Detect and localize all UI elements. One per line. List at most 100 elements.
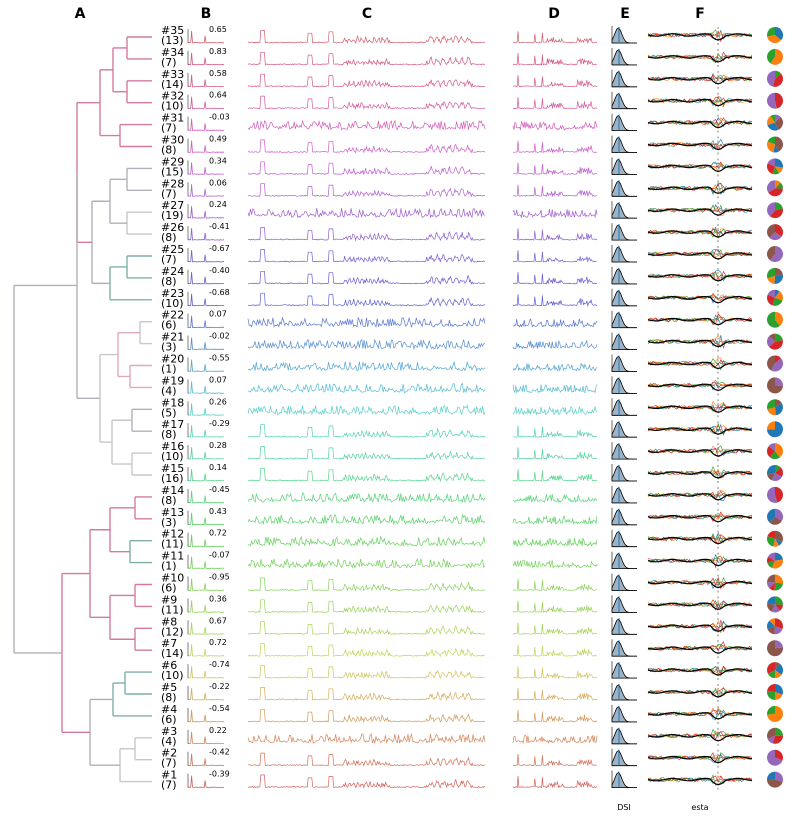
panel-d-trace: [512, 644, 598, 657]
cluster-count: (12): [161, 625, 184, 638]
dsi-distribution: [611, 290, 637, 307]
cell-type-pie-slice: [774, 692, 783, 701]
panel-c-trace: [247, 752, 486, 767]
cell-type-pie-slice: [767, 421, 783, 438]
correlation-value: 0.49: [209, 135, 227, 144]
cell-type-pie-slice: [773, 538, 779, 547]
cluster-count: (16): [161, 472, 184, 485]
cluster-row: #22(6) 0.07: [161, 309, 784, 332]
dsi-distribution: [611, 224, 637, 241]
panel-d-trace: [512, 666, 598, 680]
correlation-value: 0.72: [209, 529, 227, 538]
panel-c-trace: [247, 270, 486, 286]
dsi-distribution: [611, 596, 637, 613]
esta-mean-trace: [647, 230, 753, 238]
panel-b-trace: [187, 403, 225, 416]
cluster-row: #32(10) 0.64: [161, 90, 783, 113]
cluster-row: #10(6) -0.95: [161, 572, 783, 595]
cell-type-pie-slice: [771, 604, 780, 613]
cluster-count: (19): [161, 209, 184, 222]
cell-type-pie-slice: [769, 582, 775, 591]
panel-d-trace: [512, 405, 598, 416]
cell-type-pie-slice: [772, 735, 783, 744]
esta-trace: [647, 96, 753, 104]
cluster-count: (3): [161, 516, 177, 529]
correlation-value: 0.58: [209, 69, 227, 78]
panel-b-trace: [187, 271, 225, 285]
cell-type-pie-slice: [767, 399, 775, 410]
panel-b-title: B: [201, 6, 212, 22]
dsi-distribution: [611, 377, 637, 394]
esta-mean-trace: [647, 536, 753, 545]
panel-c-trace: [247, 643, 486, 658]
cluster-count: (6): [161, 582, 177, 595]
cluster-id: #3: [161, 725, 177, 738]
panel-b-trace: [187, 447, 225, 460]
cell-type-pie-slice: [769, 451, 780, 460]
panel-b-trace: [187, 490, 225, 504]
cell-type-pie-slice: [767, 596, 775, 605]
cell-type-pie-slice: [767, 377, 783, 394]
esta-mean-trace: [647, 339, 753, 348]
esta-trace: [647, 32, 753, 38]
cell-type-pie-slice: [766, 92, 777, 109]
cell-type-pie-slice: [775, 377, 784, 387]
cell-type-pie-slice: [775, 224, 783, 237]
panel-d-trace: [512, 537, 598, 547]
cell-type-pie-slice: [775, 465, 781, 473]
cluster-row: #19(4) 0.07: [161, 374, 784, 398]
correlation-value: -0.55: [209, 354, 230, 363]
correlation-value: -0.02: [209, 332, 230, 341]
panel-d-trace: [512, 184, 598, 198]
panel-d-trace: [512, 578, 598, 592]
correlation-value: 0.24: [209, 200, 227, 209]
panel-b-trace: [187, 709, 225, 723]
cell-type-pie-slice: [775, 508, 784, 521]
cluster-count: (14): [161, 647, 184, 660]
cell-type-pie-slice: [766, 294, 775, 306]
cell-type-pie-slice: [766, 536, 775, 547]
cell-type-pie-slice: [775, 771, 783, 782]
correlation-value: -0.74: [209, 660, 230, 669]
esta-mean-trace: [647, 427, 753, 435]
panel-d-trace: [512, 250, 598, 263]
cell-type-pie-slice: [767, 473, 775, 481]
panel-d-trace: [512, 753, 598, 767]
cluster-count: (5): [161, 406, 177, 419]
panel-c-trace: [247, 446, 486, 461]
cluster-id: #31: [161, 112, 184, 125]
dsi-distribution: [611, 27, 637, 44]
correlation-value: -0.42: [209, 748, 230, 757]
panel-d-trace: [512, 31, 598, 45]
panel-e-title: E: [620, 6, 630, 22]
panel-d-trace: [512, 469, 598, 482]
cluster-id: #30: [161, 134, 184, 147]
cluster-row: #9(11) 0.36: [161, 593, 783, 617]
cluster-row: #21(3) -0.02: [161, 331, 784, 354]
panel-d-trace: [512, 600, 598, 614]
dsi-distribution: [611, 421, 637, 438]
dsi-distribution: [611, 487, 637, 504]
correlation-value: -0.39: [209, 770, 230, 779]
panel-c-trace: [247, 774, 486, 789]
cell-type-pie-slice: [775, 289, 780, 298]
panel-b-trace: [187, 644, 225, 657]
panel-c-title: C: [362, 6, 372, 22]
correlation-value: 0.34: [209, 156, 227, 165]
cell-type-pie-slice: [767, 465, 775, 475]
panel-d-trace: [512, 75, 598, 88]
panel-d-trace: [512, 515, 598, 525]
panel-d-trace: [512, 425, 598, 438]
cell-type-pie-slice: [775, 749, 784, 761]
panel-c-trace: [247, 119, 486, 131]
cluster-row: #5(8) -0.22: [161, 681, 783, 704]
panel-b-trace: [187, 468, 225, 482]
esta-mean-trace: [647, 55, 753, 63]
cluster-id: #9: [161, 593, 177, 606]
cluster-row: #27(19) 0.24: [161, 199, 783, 223]
cell-type-pie-slice: [775, 663, 783, 675]
esta-mean-trace: [647, 361, 753, 370]
cell-type-pie-slice: [767, 486, 778, 503]
cell-type-pie-slice: [775, 26, 784, 41]
cluster-count: (8): [161, 691, 177, 704]
